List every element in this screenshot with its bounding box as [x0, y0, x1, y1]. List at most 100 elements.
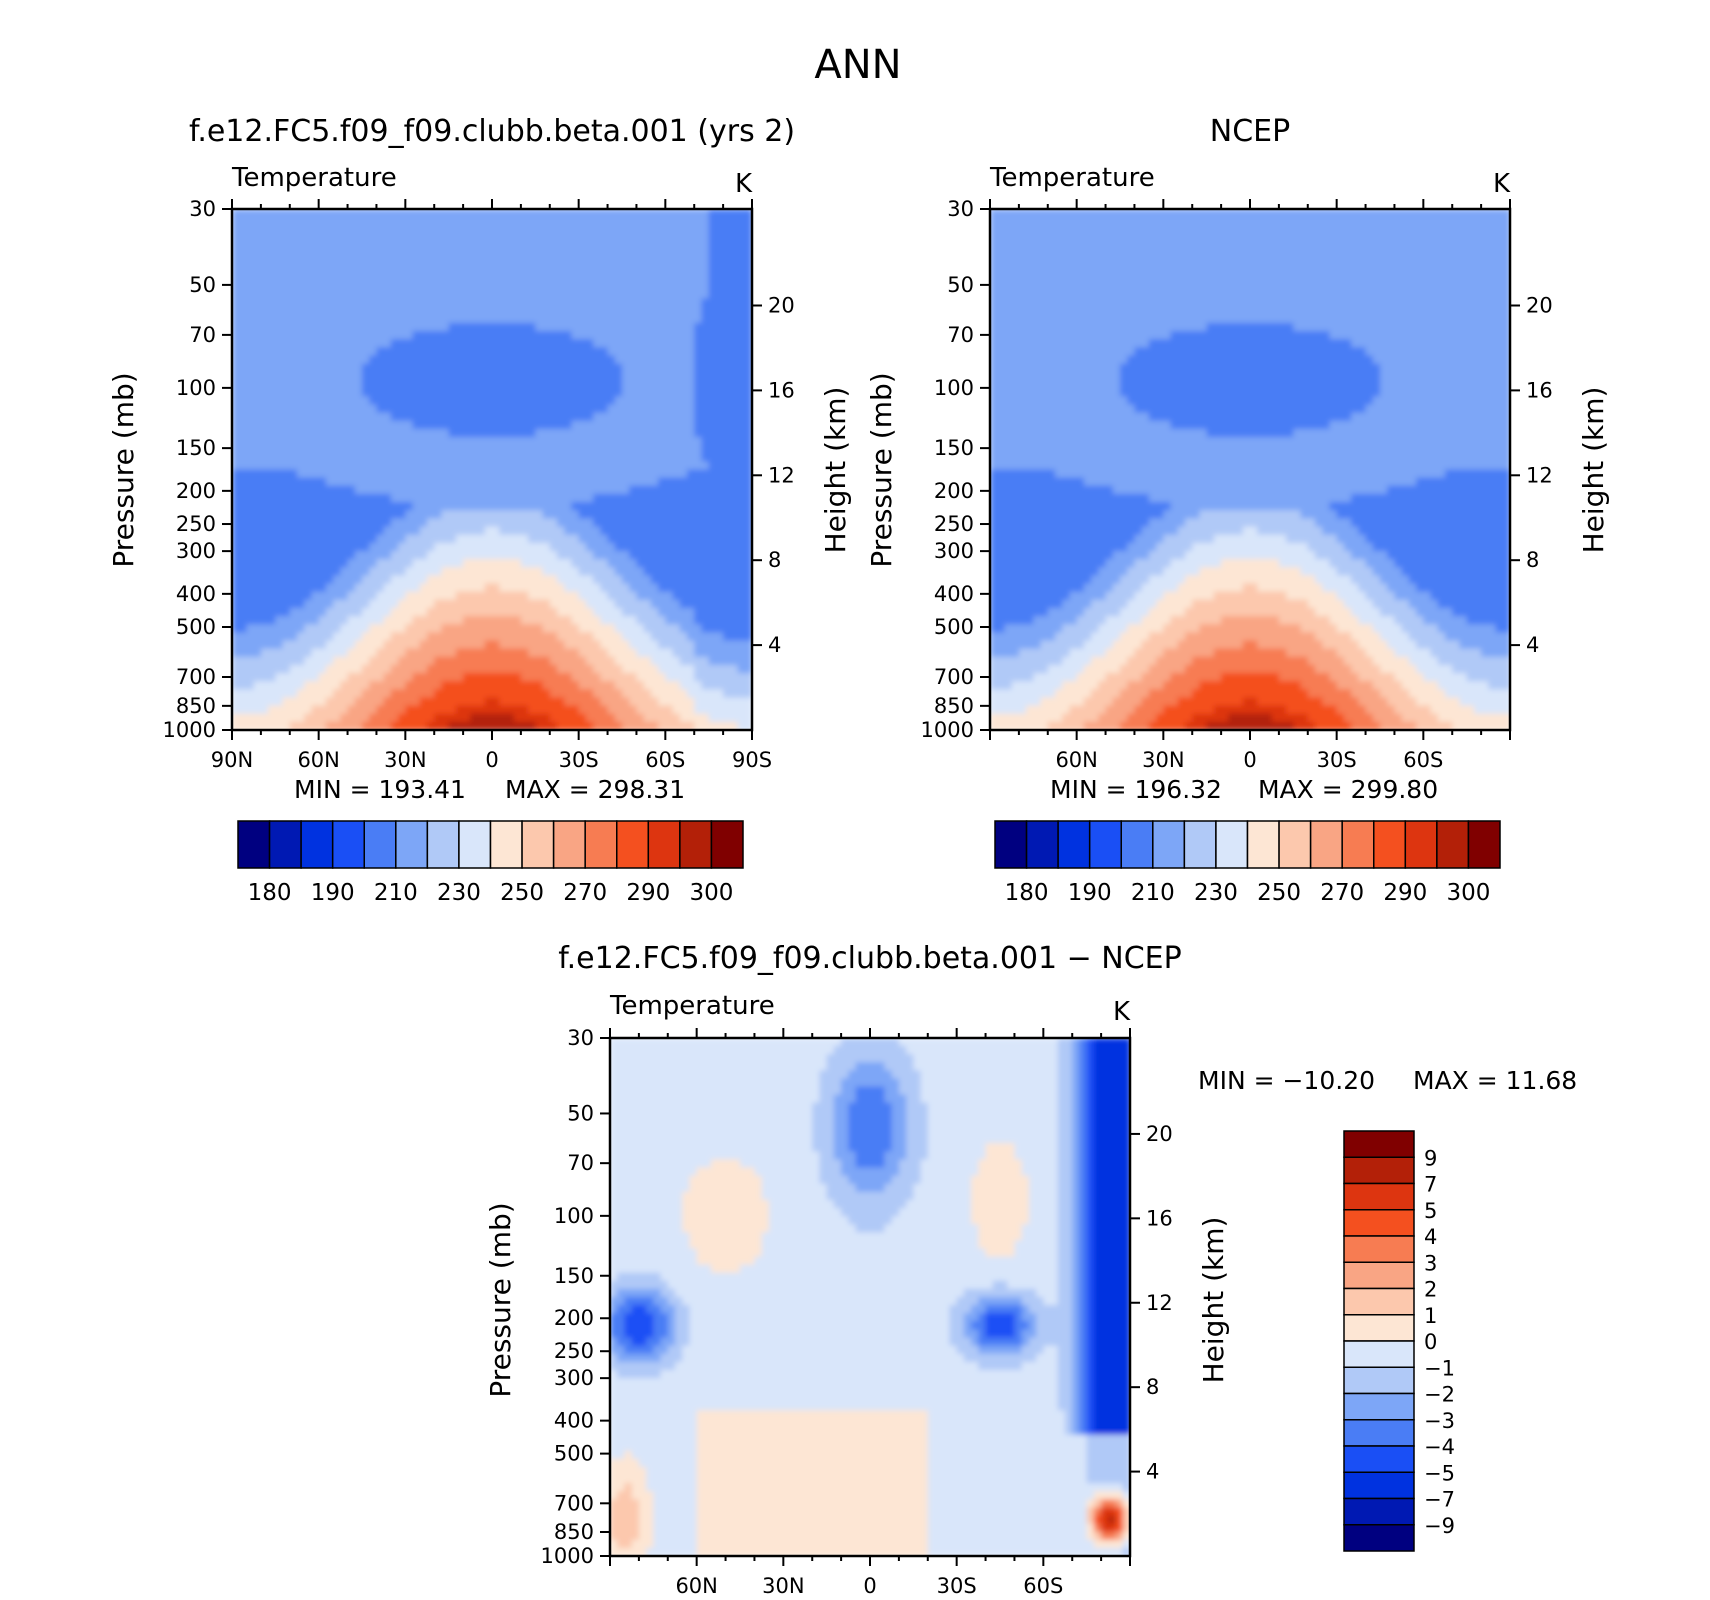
model-field-cell: [477, 436, 486, 446]
model-field-cell: [246, 681, 255, 690]
model-field-cell: [578, 314, 587, 324]
model-field-cell: [708, 567, 717, 576]
model-field-cell: [643, 436, 652, 446]
model-field-cell: [549, 412, 558, 422]
model-field-cell: [455, 420, 464, 430]
model-field-cell: [499, 428, 508, 438]
model-field-cell: [390, 697, 399, 707]
model-field-cell: [347, 469, 356, 479]
model-field-cell: [398, 510, 406, 519]
model-field-cell: [658, 282, 666, 292]
model-field-cell: [723, 396, 731, 405]
model-field-cell: [289, 428, 298, 438]
model-field-cell: [614, 477, 623, 487]
model-field-cell: [687, 713, 695, 723]
model-field-cell: [629, 314, 638, 324]
model-colorbar: 180 190 210 230 250 270 290 300: [237, 820, 744, 906]
model-field-cell: [578, 412, 587, 422]
model-field-cell: [434, 322, 443, 332]
model-field-cell: [362, 371, 370, 381]
model-field-cell: [492, 697, 500, 707]
model-field-cell: [419, 331, 428, 340]
model-field-cell: [253, 607, 262, 617]
model-field-cell: [318, 412, 327, 422]
model-field-cell: [650, 225, 659, 235]
model-field-cell: [390, 355, 399, 365]
model-field-cell: [535, 518, 544, 528]
model-field-cell: [506, 591, 515, 601]
model-field-cell: [701, 648, 710, 658]
model-field-cell: [455, 550, 464, 560]
obs-field-cell: [1148, 217, 1157, 226]
model-field-cell: [282, 355, 291, 365]
model-field-cell: [585, 388, 594, 397]
model-field-cell: [412, 461, 421, 471]
model-field-cell: [419, 721, 428, 730]
model-field-cell: [564, 453, 573, 462]
model-field-cell: [253, 575, 262, 585]
model-field-cell: [232, 322, 240, 332]
model-field-cell: [304, 493, 313, 503]
model-field-cell: [528, 616, 536, 625]
model-field-cell: [744, 607, 752, 617]
model-field-cell: [571, 485, 580, 495]
model-field-cell: [730, 436, 739, 446]
model-field-cell: [571, 363, 580, 373]
model-field-cell: [275, 371, 284, 381]
model-field-cell: [607, 314, 616, 324]
model-field-cell: [499, 575, 508, 585]
model-field-cell: [679, 322, 688, 332]
model-field-cell: [513, 322, 522, 332]
model-field-cell: [513, 388, 522, 397]
model-field-cell: [622, 567, 630, 576]
model-field-cell: [672, 721, 681, 730]
model-field-cell: [744, 233, 752, 243]
model-field-cell: [672, 217, 681, 226]
model-field-cell: [730, 355, 739, 365]
model-field-cell: [297, 485, 305, 495]
model-field-cell: [434, 445, 443, 454]
model-field-cell: [723, 721, 731, 730]
model-field-cell: [362, 274, 370, 283]
obs-field-cell: [1091, 233, 1099, 243]
model-field-cell: [658, 493, 666, 503]
model-field-cell: [434, 379, 443, 389]
model-field-cell: [578, 689, 587, 699]
model-field-cell: [506, 355, 515, 365]
model-field-cell: [564, 656, 573, 666]
model-field-cell: [232, 599, 240, 609]
model-field-cell: [585, 575, 594, 585]
model-field-cell: [636, 306, 645, 316]
model-field-cell: [607, 567, 616, 576]
model-field-cell: [578, 648, 587, 658]
model-field-cell: [333, 591, 341, 601]
model-field-cell: [636, 526, 645, 536]
model-field-cell: [513, 436, 522, 446]
model-field-cell: [232, 526, 240, 536]
model-field-cell: [282, 217, 291, 226]
model-field-cell: [463, 575, 471, 585]
model-field-cell: [701, 461, 710, 471]
model-field-cell: [318, 575, 327, 585]
obs-field-cell: [1445, 217, 1453, 226]
model-field-cell: [730, 534, 739, 544]
model-field-cell: [694, 656, 703, 666]
model-field-cell: [304, 396, 313, 405]
model-field-cell: [253, 282, 262, 292]
model-field-cell: [232, 241, 240, 251]
model-field-cell: [253, 298, 262, 308]
model-field-cell: [282, 298, 291, 308]
model-field-cell: [369, 542, 378, 552]
model-field-cell: [672, 632, 681, 642]
model-field-cell: [622, 591, 630, 601]
model-field-cell: [593, 388, 601, 397]
model-field-cell: [535, 241, 544, 251]
model-field-cell: [398, 396, 406, 405]
obs-field-cell: [1401, 209, 1410, 218]
model-field-cell: [318, 265, 327, 275]
model-field-cell: [585, 607, 594, 617]
model-field-cell: [723, 388, 731, 397]
model-field-cell: [593, 534, 601, 544]
model-field-cell: [239, 664, 248, 674]
model-field-cell: [434, 493, 443, 503]
